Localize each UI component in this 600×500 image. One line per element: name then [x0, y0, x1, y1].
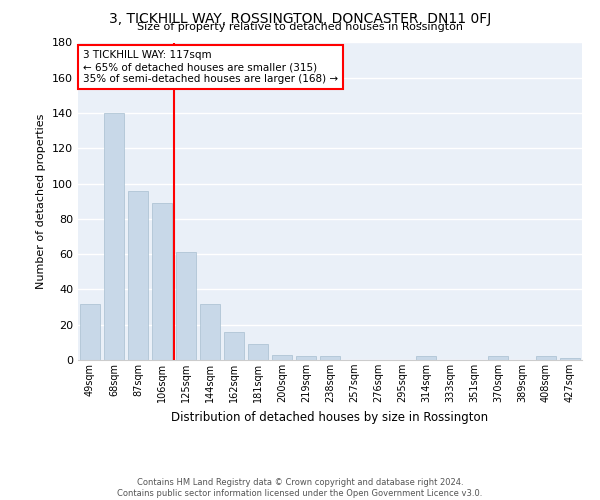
- Text: 3 TICKHILL WAY: 117sqm
← 65% of detached houses are smaller (315)
35% of semi-de: 3 TICKHILL WAY: 117sqm ← 65% of detached…: [83, 50, 338, 84]
- Y-axis label: Number of detached properties: Number of detached properties: [37, 114, 46, 289]
- Bar: [200, 304, 220, 360]
- Bar: [320, 356, 340, 360]
- Text: 3, TICKHILL WAY, ROSSINGTON, DONCASTER, DN11 0FJ: 3, TICKHILL WAY, ROSSINGTON, DONCASTER, …: [109, 12, 491, 26]
- Bar: [224, 332, 244, 360]
- Bar: [80, 304, 100, 360]
- Text: Contains HM Land Registry data © Crown copyright and database right 2024.
Contai: Contains HM Land Registry data © Crown c…: [118, 478, 482, 498]
- Bar: [296, 356, 316, 360]
- Bar: [488, 356, 508, 360]
- Text: Size of property relative to detached houses in Rossington: Size of property relative to detached ho…: [137, 22, 463, 32]
- Bar: [152, 203, 172, 360]
- Bar: [272, 354, 292, 360]
- Bar: [560, 358, 580, 360]
- Bar: [176, 252, 196, 360]
- Bar: [536, 356, 556, 360]
- Bar: [248, 344, 268, 360]
- Bar: [128, 190, 148, 360]
- Bar: [104, 113, 124, 360]
- X-axis label: Distribution of detached houses by size in Rossington: Distribution of detached houses by size …: [172, 410, 488, 424]
- Bar: [416, 356, 436, 360]
